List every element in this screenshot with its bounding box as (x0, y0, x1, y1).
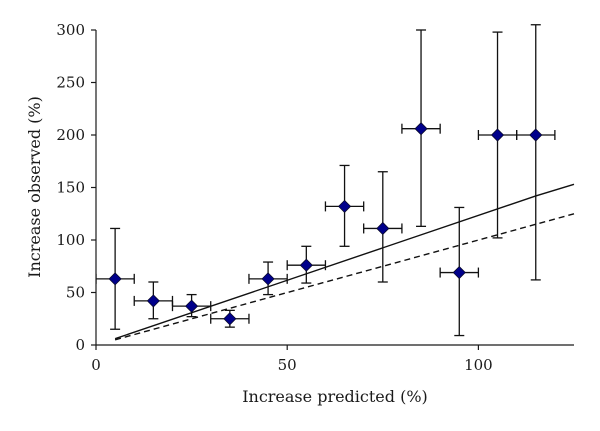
data-point-group (324, 164, 365, 247)
y-tick-label: 150 (56, 179, 85, 197)
diamond-marker (299, 258, 313, 272)
data-point-group (515, 24, 556, 281)
x-tick-label: 0 (91, 356, 101, 374)
data-point-group (439, 206, 480, 337)
diamond-marker (376, 221, 390, 236)
diamond-marker (452, 265, 466, 280)
x-tick-label: 100 (464, 356, 493, 374)
data-point-group (96, 227, 135, 330)
plot-area (96, 24, 575, 341)
y-tick-label: 300 (56, 21, 85, 39)
diamond-marker (490, 128, 505, 142)
diamond-marker (414, 122, 428, 136)
diamond-marker (337, 199, 352, 213)
x-tick-label: 50 (278, 356, 297, 374)
x-axis-title: Increase predicted (%) (242, 387, 428, 406)
y-tick-label: 250 (56, 74, 85, 92)
diamond-marker (529, 128, 543, 142)
data-point-group (133, 281, 174, 320)
y-tick-label: 50 (66, 284, 85, 302)
diamond-marker (108, 272, 122, 286)
diamond-marker (261, 272, 275, 286)
data-point-group (477, 31, 518, 239)
data-point-group (363, 171, 403, 283)
y-axis-title: Increase observed (%) (25, 96, 44, 278)
diamond-marker (223, 312, 237, 326)
data-point-group (210, 309, 250, 328)
data-point-group (286, 245, 327, 284)
axes: 0 50 100 150 200 250 300 0 50 100 (56, 21, 574, 374)
y-tick-label: 0 (75, 336, 85, 354)
data-point-group (248, 261, 288, 296)
data-point-group (171, 293, 212, 318)
data-point-group (401, 29, 441, 228)
y-tick-label: 200 (56, 126, 85, 144)
diamond-marker (185, 299, 199, 313)
diamond-marker (146, 294, 160, 308)
y-tick-label: 100 (56, 231, 85, 249)
